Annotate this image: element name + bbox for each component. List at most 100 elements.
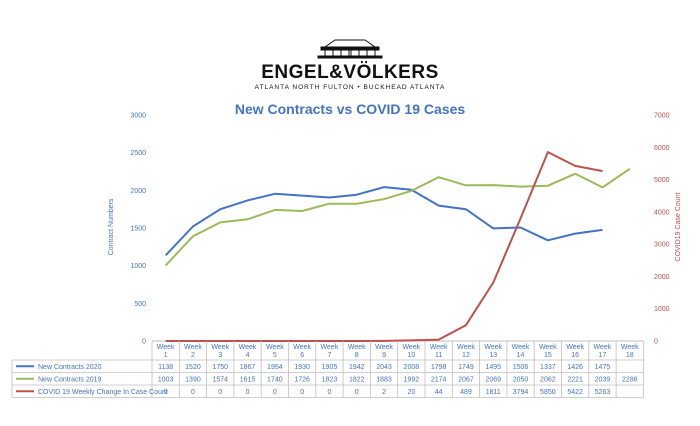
x-tick-label: Week 1 <box>157 344 175 359</box>
data-label: 0 <box>191 389 195 396</box>
data-label: 1823 <box>322 376 338 383</box>
house-logo-icon <box>317 39 383 59</box>
x-tick-label: Week 10 <box>402 344 420 359</box>
y2-tick-label: 6000 <box>654 145 670 152</box>
data-label: 5263 <box>595 389 611 396</box>
data-label: 0 <box>300 389 304 396</box>
data-label: 2067 <box>458 376 474 383</box>
data-label: 1750 <box>212 364 228 371</box>
data-label: 1520 <box>185 364 201 371</box>
chart-series <box>164 151 631 342</box>
data-label: 1905 <box>322 364 338 371</box>
data-label: 1615 <box>240 376 256 383</box>
data-label: 1992 <box>404 376 420 383</box>
brand-name: ENGEL&VÖLKERS <box>261 62 439 83</box>
y2-tick-label: 5000 <box>654 177 670 184</box>
data-label: 0 <box>355 389 359 396</box>
data-label: 1942 <box>349 364 365 371</box>
data-label: 5850 <box>540 389 556 396</box>
x-tick-label: Week 12 <box>457 344 475 359</box>
data-label: 2039 <box>595 376 611 383</box>
series-line <box>164 186 603 256</box>
data-label: 1822 <box>349 376 365 383</box>
data-label: 1930 <box>294 364 310 371</box>
data-label: 2221 <box>567 376 583 383</box>
x-tick-label: Week 5 <box>266 344 284 359</box>
x-tick-label: Week 18 <box>621 344 639 359</box>
y2-tick-label: 1000 <box>654 306 670 313</box>
chart-axes: 0 500 1000 1500 2000 2500 3000 0 1000 2000 3000 400… <box>130 113 669 346</box>
data-label: 1495 <box>485 364 501 371</box>
data-label: 3794 <box>513 389 529 396</box>
data-label: 1811 <box>486 389 501 396</box>
data-table: Week 1 Week 2 Week 3 Week 4 Week 5 Week 6 Week 7 Week 8… <box>11 341 644 398</box>
y2-tick-label: 0 <box>654 339 658 346</box>
data-label: 1390 <box>185 376 201 383</box>
y-tick-label: 0 <box>142 339 146 346</box>
data-label: 1740 <box>267 376 283 383</box>
x-tick-label: Week 9 <box>375 344 393 359</box>
y-tick-label: 2000 <box>130 188 146 195</box>
y-axis-label: Contract Numbers <box>108 198 115 255</box>
y-tick-label: 500 <box>134 301 146 308</box>
data-label: 1426 <box>567 364 583 371</box>
x-tick-label: Week 6 <box>293 344 311 359</box>
data-label: 0 <box>273 389 277 396</box>
x-tick-label: Week 13 <box>484 344 502 359</box>
y-tick-label: 3000 <box>130 113 146 120</box>
data-label: 1337 <box>540 364 556 371</box>
data-label: 2062 <box>540 376 556 383</box>
x-tick-label: Week 4 <box>239 344 257 359</box>
x-tick-label: Week 17 <box>594 344 612 359</box>
data-label: 0 <box>327 389 331 396</box>
x-tick-label: Week 11 <box>430 344 448 359</box>
data-label: 5422 <box>567 389 583 396</box>
y2-tick-label: 4000 <box>654 209 670 216</box>
data-label: 1798 <box>431 364 447 371</box>
data-label: 2069 <box>485 376 501 383</box>
data-label: 20 <box>407 389 415 396</box>
y-tick-label: 2500 <box>130 150 146 157</box>
series-line <box>164 167 631 267</box>
y2-tick-label: 2000 <box>654 274 670 281</box>
data-label: 1003 <box>158 376 174 383</box>
data-label: 489 <box>460 389 472 396</box>
data-label: 0 <box>246 389 250 396</box>
y2-tick-label: 3000 <box>654 242 670 249</box>
y2-tick-label: 7000 <box>654 113 670 120</box>
data-label: 44 <box>435 389 443 396</box>
data-label: 1867 <box>240 364 256 371</box>
company-logo <box>317 39 383 59</box>
brand-subtitle: ATLANTA NORTH FULTON • BUCKHEAD ATLANTA <box>254 84 446 91</box>
chart-title: New Contracts vs COVID 19 Cases <box>234 101 466 117</box>
data-label: 2174 <box>431 376 447 383</box>
data-label: 2050 <box>513 376 529 383</box>
x-tick-label: Week 3 <box>211 344 229 359</box>
data-label: 1475 <box>595 364 611 371</box>
legend-entry: COVID 19 Weekly Change In Case Count <box>38 389 168 396</box>
data-label: 1954 <box>267 364 283 371</box>
data-label: 0 <box>164 389 168 396</box>
data-label: 0 <box>218 389 222 396</box>
x-tick-label: Week 14 <box>512 344 530 359</box>
y2-axis-label: COVID19 Case Count <box>675 193 682 262</box>
data-label: 1138 <box>158 364 173 371</box>
data-label: 1574 <box>212 376 228 383</box>
x-tick-label: Week 8 <box>348 344 366 359</box>
x-tick-label: Week 7 <box>321 344 339 359</box>
data-label: 2008 <box>404 364 420 371</box>
series-line <box>165 151 603 342</box>
data-label: 1506 <box>513 364 529 371</box>
data-label: 2 <box>382 389 386 396</box>
legend-entry: New Contracts 2019 <box>38 376 102 383</box>
legend-entry: New Contracts 2020 <box>38 364 102 371</box>
x-tick-label: Week 15 <box>539 344 557 359</box>
y-tick-label: 1000 <box>130 263 146 270</box>
data-label: 1883 <box>376 376 392 383</box>
x-tick-label: Week 16 <box>566 344 584 359</box>
data-label: 1749 <box>458 364 474 371</box>
x-tick-label: Week 2 <box>184 344 202 359</box>
data-label: 2286 <box>622 376 638 383</box>
y-tick-label: 1500 <box>130 226 146 233</box>
